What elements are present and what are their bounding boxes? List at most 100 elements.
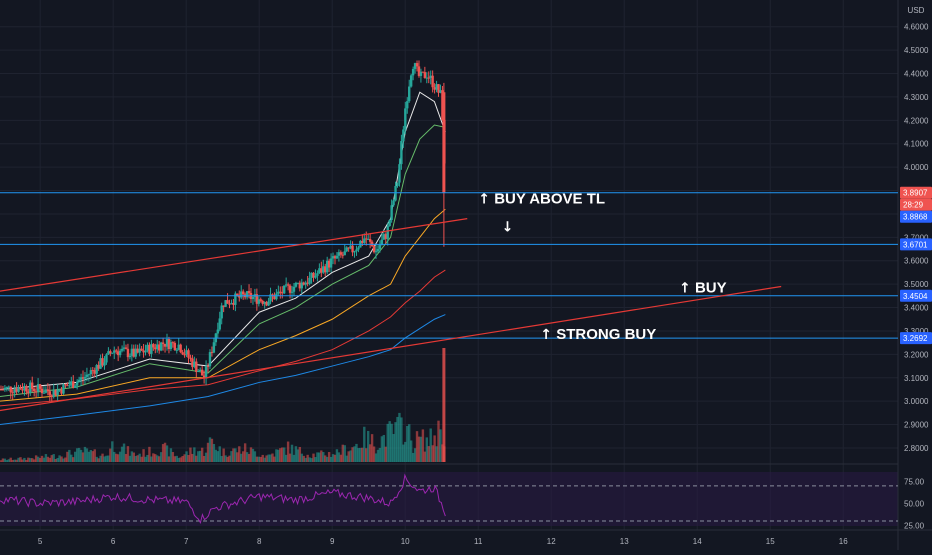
candle-body[interactable] [431, 75, 434, 88]
candle-body[interactable] [347, 247, 350, 249]
candle-body[interactable] [343, 251, 346, 256]
candle-body[interactable] [302, 282, 305, 285]
candle-body[interactable] [300, 282, 303, 289]
candle-body[interactable] [421, 71, 425, 73]
annotation-label[interactable]: BUY [695, 279, 727, 296]
candle-body[interactable] [36, 384, 40, 392]
candle-body[interactable] [324, 266, 327, 273]
candle-body[interactable] [81, 377, 85, 379]
candle-body[interactable] [66, 385, 69, 387]
candle-body[interactable] [7, 386, 10, 388]
candle-body[interactable] [11, 392, 14, 394]
candle-body[interactable] [21, 389, 24, 391]
candle-body[interactable] [218, 318, 221, 330]
candle-body[interactable] [402, 129, 405, 142]
candle-body[interactable] [87, 374, 91, 376]
candles[interactable] [0, 60, 446, 402]
candle-body[interactable] [95, 365, 98, 374]
candle-body[interactable] [185, 350, 188, 355]
candle-body[interactable] [116, 351, 120, 356]
candle-body[interactable] [23, 386, 26, 391]
candle-body[interactable] [0, 389, 3, 391]
candle-body[interactable] [325, 260, 329, 273]
candle-body[interactable] [54, 389, 57, 396]
candle-body[interactable] [238, 295, 241, 298]
candle-body[interactable] [150, 344, 153, 354]
candle-body[interactable] [210, 352, 214, 354]
candle-body[interactable] [339, 252, 343, 255]
candle-body[interactable] [120, 348, 124, 351]
candle-body[interactable] [392, 200, 395, 206]
candle-body[interactable] [27, 391, 30, 393]
candle-body[interactable] [363, 238, 366, 243]
candle-body[interactable] [60, 389, 63, 394]
candle-body[interactable] [222, 305, 225, 307]
candle-body[interactable] [304, 282, 307, 285]
candle-body[interactable] [306, 282, 309, 284]
candle-body[interactable] [115, 350, 118, 352]
candle-body[interactable] [216, 329, 219, 334]
candle-body[interactable] [341, 254, 345, 256]
candle-body[interactable] [40, 388, 44, 394]
candle-body[interactable] [68, 385, 71, 387]
candle-body[interactable] [273, 295, 276, 300]
candle-body[interactable] [70, 381, 73, 386]
trendline[interactable] [0, 285, 782, 412]
currency-badge[interactable]: USD [908, 6, 925, 15]
candle-body[interactable] [75, 381, 79, 386]
candle-body[interactable] [413, 63, 417, 69]
candle-body[interactable] [241, 291, 245, 295]
candle-body[interactable] [165, 339, 169, 347]
candle-body[interactable] [439, 90, 442, 93]
trendlines[interactable] [0, 218, 782, 412]
candle-body[interactable] [25, 386, 28, 392]
candle-body[interactable] [118, 350, 122, 356]
candle-body[interactable] [298, 282, 302, 289]
candle-body[interactable] [316, 273, 319, 276]
candle-body[interactable] [42, 392, 46, 394]
candle-body[interactable] [161, 342, 165, 344]
candle-body[interactable] [314, 275, 317, 278]
candle-body[interactable] [103, 362, 106, 366]
candle-body[interactable] [169, 342, 173, 350]
candle-body[interactable] [128, 355, 132, 358]
candle-body[interactable] [365, 238, 368, 240]
candle-body[interactable] [50, 395, 53, 397]
candle-body[interactable] [1, 389, 5, 391]
candle-body[interactable] [159, 342, 163, 351]
candle-body[interactable] [93, 370, 96, 374]
candle-body[interactable] [376, 248, 380, 252]
candle-body[interactable] [269, 294, 272, 302]
candle-body[interactable] [206, 365, 210, 367]
candle-body[interactable] [288, 285, 292, 293]
candle-body[interactable] [290, 291, 294, 293]
candle-body[interactable] [271, 294, 274, 296]
candle-body[interactable] [423, 72, 427, 78]
candle-body[interactable] [134, 348, 137, 357]
candle-body[interactable] [318, 268, 321, 274]
candle-body[interactable] [175, 349, 178, 351]
candle-body[interactable] [396, 182, 399, 186]
candle-body[interactable] [148, 344, 151, 354]
candle-body[interactable] [261, 300, 264, 304]
candle-body[interactable] [157, 344, 161, 351]
candle-body[interactable] [183, 354, 186, 356]
candle-body[interactable] [232, 302, 235, 305]
candle-body[interactable] [384, 234, 387, 239]
candle-body[interactable] [296, 282, 300, 284]
candle-body[interactable] [320, 268, 323, 273]
candle-body[interactable] [245, 291, 249, 298]
candle-body[interactable] [409, 75, 413, 87]
candle-body[interactable] [251, 296, 255, 300]
candle-body[interactable] [357, 247, 360, 250]
candle-body[interactable] [195, 361, 198, 372]
candle-body[interactable] [156, 344, 159, 350]
candle-body[interactable] [411, 68, 415, 76]
candle-body[interactable] [64, 384, 67, 386]
candle-body[interactable] [386, 226, 389, 239]
annotation-label[interactable]: STRONG BUY [556, 326, 656, 343]
candle-body[interactable] [152, 344, 155, 348]
candle-body[interactable] [171, 342, 175, 344]
candle-body[interactable] [91, 370, 94, 372]
